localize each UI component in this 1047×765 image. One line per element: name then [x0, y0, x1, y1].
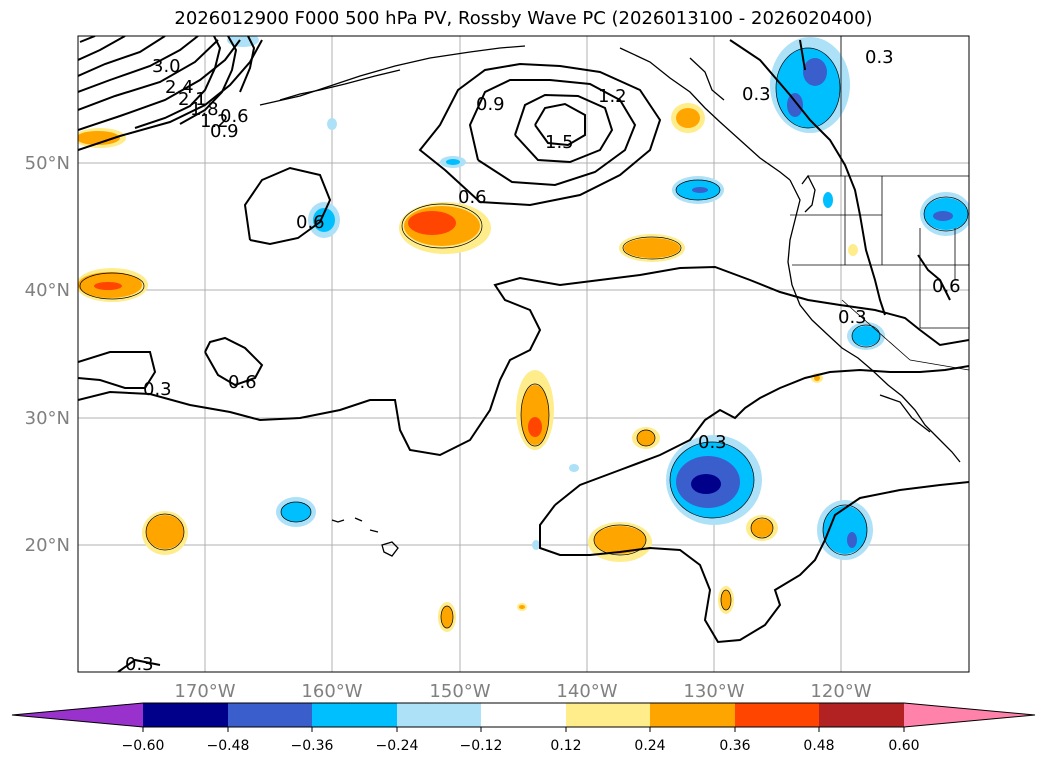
lat-label-40n: 40°N [25, 280, 70, 301]
colorbar-tick-label: −0.12 [460, 738, 503, 754]
svg-text:3.0: 3.0 [152, 56, 181, 77]
lon-label-160w: 160°W [301, 681, 362, 702]
colorbar-segment-8 [735, 703, 819, 727]
lat-label-20n: 20°N [25, 535, 70, 556]
svg-text:0.6: 0.6 [220, 106, 249, 127]
colorbar-segment-5 [481, 703, 566, 727]
colorbar-ticks: −0.60 −0.48 −0.36 −0.24 −0.12 0.12 0.24 … [122, 727, 920, 754]
colorbar-segment-10 [904, 703, 1035, 727]
svg-text:2.4: 2.4 [165, 77, 194, 98]
map-title: 2026012900 F000 500 hPa PV, Rossby Wave … [174, 8, 873, 29]
svg-text:1.8: 1.8 [190, 99, 219, 120]
lon-label-140w: 140°W [556, 681, 617, 702]
colorbar-segment-7 [650, 703, 735, 727]
svg-text:0.6: 0.6 [296, 212, 325, 233]
svg-text:0.3: 0.3 [125, 654, 154, 675]
svg-text:1.2: 1.2 [200, 111, 229, 132]
latitude-labels: 50°N 40°N 30°N 20°N [25, 153, 70, 556]
colorbar-tick-label: −0.48 [207, 738, 250, 754]
svg-text:1.2: 1.2 [598, 86, 627, 107]
colorbar-tick-label: −0.36 [291, 738, 334, 754]
svg-text:0.3: 0.3 [865, 47, 894, 68]
colorbar-segment-2 [228, 703, 312, 727]
colorbar-tick-label: 0.60 [888, 738, 919, 754]
colorbar-segment-0 [12, 703, 143, 727]
colorbar-tick-label: 0.48 [803, 738, 834, 754]
longitude-labels: 170°W 160°W 150°W 140°W 130°W 120°W [174, 681, 871, 702]
lon-label-120w: 120°W [810, 681, 871, 702]
colorbar-segment-4 [397, 703, 481, 727]
svg-text:0.6: 0.6 [932, 276, 961, 297]
svg-text:2.1: 2.1 [178, 89, 207, 110]
colorbar [11, 702, 1036, 728]
svg-text:0.9: 0.9 [210, 121, 239, 142]
colorbar-segment-9 [819, 703, 904, 727]
lon-label-150w: 150°W [429, 681, 490, 702]
colorbar-segment-1 [143, 703, 228, 727]
svg-text:0.3: 0.3 [698, 432, 727, 453]
coastlines [259, 45, 961, 557]
pv-contours [78, 36, 969, 672]
lat-label-50n: 50°N [25, 153, 70, 174]
colorbar-tick-label: −0.24 [376, 738, 419, 754]
contour-labels: 3.0 2.4 2.1 1.8 1.2 0.9 0.6 0.9 1.2 1.5 … [125, 47, 961, 675]
anomaly-outlines [79, 47, 969, 629]
svg-text:0.6: 0.6 [228, 372, 257, 393]
colorbar-tick-label: 0.36 [719, 738, 750, 754]
lat-label-30n: 30°N [25, 408, 70, 429]
lon-label-130w: 130°W [683, 681, 744, 702]
svg-text:0.6: 0.6 [458, 187, 487, 208]
political-borders [790, 36, 969, 371]
colorbar-tick-label: −0.60 [122, 738, 165, 754]
colorbar-segment-3 [312, 703, 397, 727]
svg-text:0.3: 0.3 [742, 84, 771, 105]
colorbar-tick-label: 0.24 [634, 738, 665, 754]
colorbar-segment-6 [566, 703, 650, 727]
svg-text:0.3: 0.3 [838, 307, 867, 328]
svg-text:1.5: 1.5 [545, 132, 574, 153]
svg-text:0.3: 0.3 [143, 379, 172, 400]
colorbar-tick-label: 0.12 [550, 738, 581, 754]
svg-text:0.9: 0.9 [476, 94, 505, 115]
lon-label-170w: 170°W [174, 681, 235, 702]
map-frame [77, 35, 970, 673]
